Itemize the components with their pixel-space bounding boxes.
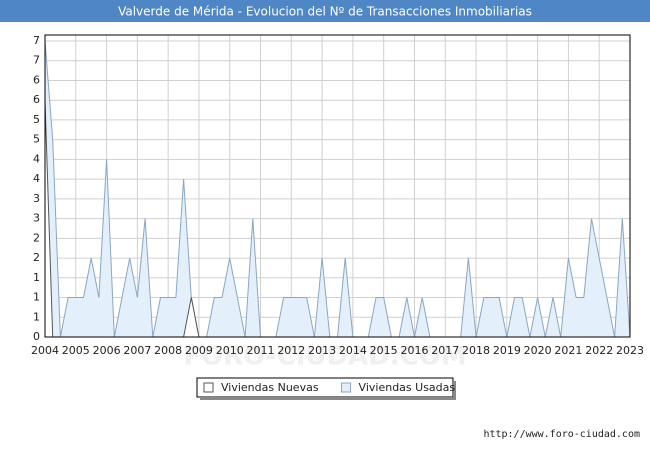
x-tick-label: 2011 (247, 344, 275, 357)
x-tick-label: 2016 (400, 344, 428, 357)
y-tick-label: 1 (33, 291, 40, 304)
y-tick-label: 2 (33, 251, 40, 264)
legend: Viviendas Nuevas Viviendas Usadas (196, 377, 456, 400)
y-tick-label: 7 (33, 34, 40, 47)
chart-title: Valverde de Mérida - Evolucion del Nº de… (118, 5, 532, 19)
y-tick-label: 3 (33, 212, 40, 225)
x-tick-label: 2021 (554, 344, 582, 357)
y-tick-label: 3 (33, 192, 40, 205)
x-tick-label: 2006 (93, 344, 121, 357)
title-bar (0, 0, 650, 22)
y-tick-label: 6 (33, 73, 40, 86)
legend-swatch (341, 382, 352, 393)
x-tick-label: 2012 (277, 344, 305, 357)
area (44, 40, 631, 338)
x-tick-label: 2023 (616, 344, 644, 357)
y-tick-label: 4 (33, 172, 40, 185)
x-tick-label: 2017 (431, 344, 459, 357)
x-tick-label: 2018 (462, 344, 490, 357)
y-tick-label: 7 (33, 54, 40, 67)
legend-label: Viviendas Usadas (359, 381, 456, 394)
x-tick-label: 2015 (370, 344, 398, 357)
x-tick-label: 2022 (585, 344, 613, 357)
legend-shadow (453, 381, 456, 400)
y-tick-label: 5 (33, 133, 40, 146)
x-tick-label: 2008 (154, 344, 182, 357)
y-tick-label: 1 (33, 271, 40, 284)
y-tick-label: 6 (33, 93, 40, 106)
x-tick-label: 2009 (185, 344, 213, 357)
legend-swatch (203, 382, 214, 393)
y-tick-label: 2 (33, 231, 40, 244)
legend-shadow (200, 397, 456, 400)
y-tick-label: 1 (33, 310, 40, 323)
x-tick-label: 2005 (62, 344, 90, 357)
watermark: FORO-CIUDAD.COM (183, 342, 466, 372)
x-tick-label: 2019 (493, 344, 521, 357)
x-tick-label: 2020 (524, 344, 552, 357)
x-tick-label: 2004 (31, 344, 59, 357)
x-tick-label: 2007 (123, 344, 151, 357)
source: http://www.foro-ciudad.com (483, 429, 640, 440)
y-tick-label: 5 (33, 113, 40, 126)
plot-frame (44, 34, 631, 338)
x-tick-label: 2013 (308, 344, 336, 357)
x-tick-label: 2014 (339, 344, 367, 357)
legend-label: Viviendas Nuevas (221, 381, 319, 394)
y-tick-label: 4 (33, 152, 40, 165)
x-tick-label: 2010 (216, 344, 244, 357)
y-tick-label: 0 (33, 330, 40, 343)
